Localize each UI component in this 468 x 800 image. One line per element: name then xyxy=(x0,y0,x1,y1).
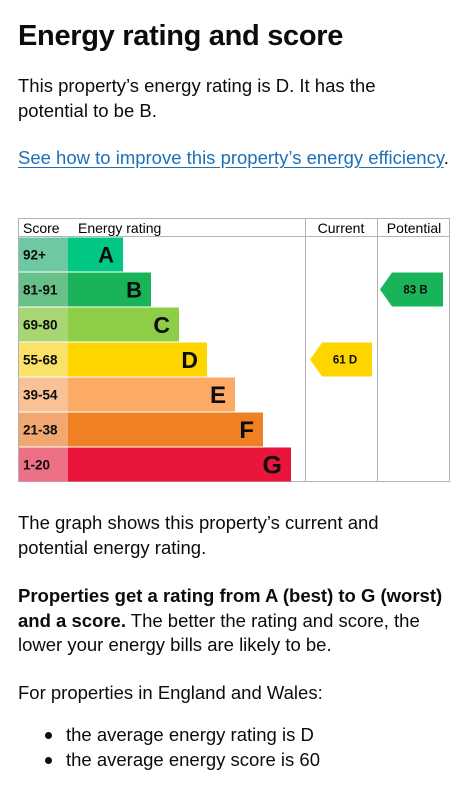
rating-letter-e: E xyxy=(210,382,226,409)
header-score: Score xyxy=(23,220,60,236)
score-label-a: 92+ xyxy=(23,248,46,263)
rating-bar-d xyxy=(68,342,207,377)
rating-summary: This property’s energy rating is D. It h… xyxy=(18,75,376,121)
header-current: Current xyxy=(318,220,365,236)
rating-explanation-rest: The better the rating and score, the low… xyxy=(18,609,420,656)
potential-marker xyxy=(380,272,443,307)
score-label-f: 21-38 xyxy=(23,423,58,438)
averages-list: the average energy rating is D the avera… xyxy=(18,722,320,772)
improve-paragraph: See how to improve this property’s energ… xyxy=(18,146,450,171)
score-cell-c xyxy=(19,307,68,342)
score-cell-d xyxy=(19,342,68,377)
rating-letter-d: D xyxy=(181,347,198,373)
score-cell-b xyxy=(19,272,68,307)
potential-marker-label: 83 B xyxy=(403,285,427,297)
rating-letter-b: B xyxy=(126,277,142,302)
chart-markers: 61 D 83 B xyxy=(310,272,443,377)
rating-bar-c xyxy=(68,307,179,342)
rating-bar-e xyxy=(68,377,235,412)
score-cell-f xyxy=(19,412,68,447)
graph-caption: The graph shows this property’s current … xyxy=(18,512,379,558)
chart-headers: Score Energy rating Current Potential xyxy=(23,220,441,236)
improve-link-period: . xyxy=(443,147,449,168)
chart-bands: 92+ A 81-91 B 69-80 C 55-68 D 39-54 E 21-38 F 1-20 G xyxy=(19,237,291,482)
rating-bar-f xyxy=(68,412,263,447)
rating-bar-b xyxy=(68,272,151,307)
average-rating-item: the average energy rating is D xyxy=(18,722,320,747)
score-label-e: 39-54 xyxy=(23,388,58,403)
header-energy-rating: Energy rating xyxy=(78,220,161,236)
rating-letter-g: G xyxy=(263,452,282,480)
score-label-d: 55-68 xyxy=(23,353,58,368)
score-cell-g xyxy=(19,447,68,482)
current-marker xyxy=(310,342,372,377)
score-label-c: 69-80 xyxy=(23,318,58,333)
rating-letter-f: F xyxy=(239,417,254,444)
averages-intro: For properties in England and Wales: xyxy=(18,682,323,703)
rating-bar-a xyxy=(68,237,123,272)
score-label-g: 1-20 xyxy=(23,458,50,473)
rating-explanation-bold: Properties get a rating from A (best) to… xyxy=(18,585,443,631)
page-title: Energy rating and score xyxy=(18,20,344,52)
score-label-b: 81-91 xyxy=(23,283,58,298)
rating-explanation: Properties get a rating from A (best) to… xyxy=(18,584,450,658)
improve-link[interactable]: See how to improve this property’s energ… xyxy=(18,147,444,168)
average-score-item: the average energy score is 60 xyxy=(18,747,320,772)
score-cell-a xyxy=(19,237,68,272)
header-potential: Potential xyxy=(387,220,441,236)
rating-letter-c: C xyxy=(153,312,170,338)
rating-letter-a: A xyxy=(98,242,114,267)
rating-bar-g xyxy=(68,447,291,482)
score-cell-e xyxy=(19,377,68,412)
current-marker-label: 61 D xyxy=(333,355,357,367)
